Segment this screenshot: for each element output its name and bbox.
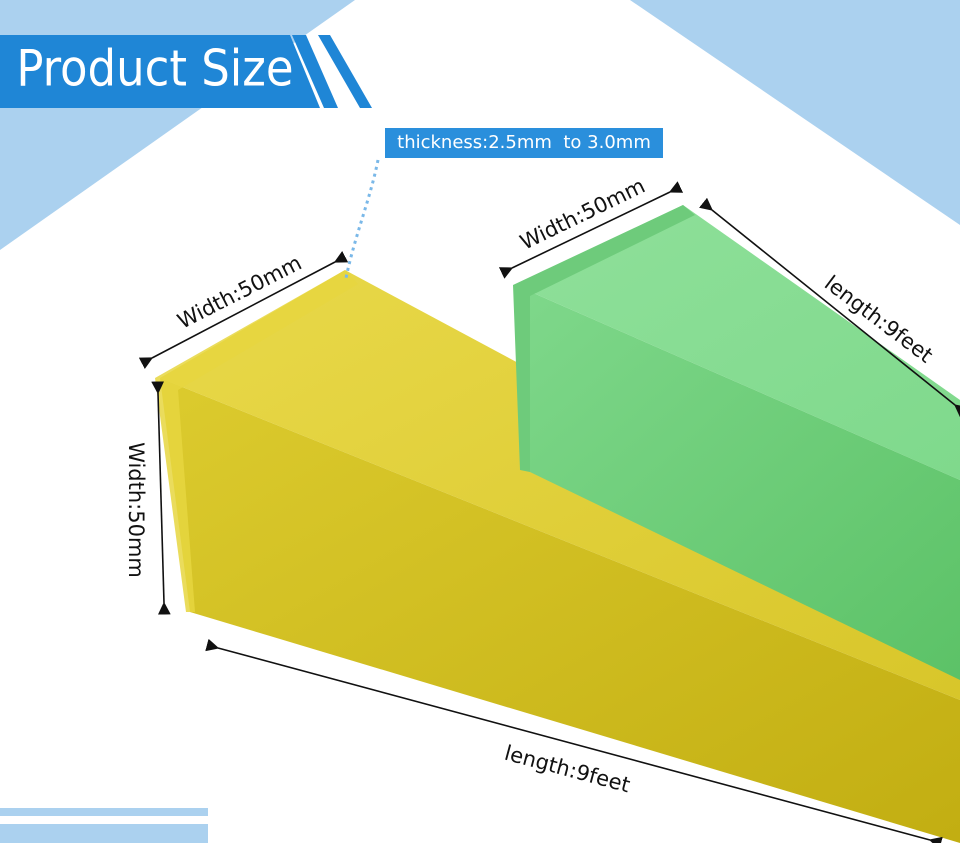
- banner-stripe: [318, 35, 372, 108]
- title-banner: [0, 35, 320, 108]
- callout-leader: [344, 159, 380, 279]
- thickness-label: thickness:2.5mm to 3.0mm: [397, 132, 651, 153]
- dimension-line: [699, 197, 960, 418]
- dimension-line: [138, 250, 349, 370]
- banner-stripe: [292, 35, 338, 108]
- bg-triangle: [630, 0, 960, 225]
- decor-stripe: [0, 824, 208, 843]
- green-bar-side: [515, 285, 960, 680]
- dimension-line: [498, 181, 684, 279]
- dimension-line: [151, 381, 171, 615]
- decor-stripe: [0, 808, 208, 816]
- title: Product Size: [16, 40, 293, 98]
- yellow-side-width: Width:50mm: [124, 442, 148, 578]
- yellow-length: length:9feet: [502, 741, 633, 798]
- callout-box: [385, 128, 663, 158]
- dimension-line: [205, 638, 943, 843]
